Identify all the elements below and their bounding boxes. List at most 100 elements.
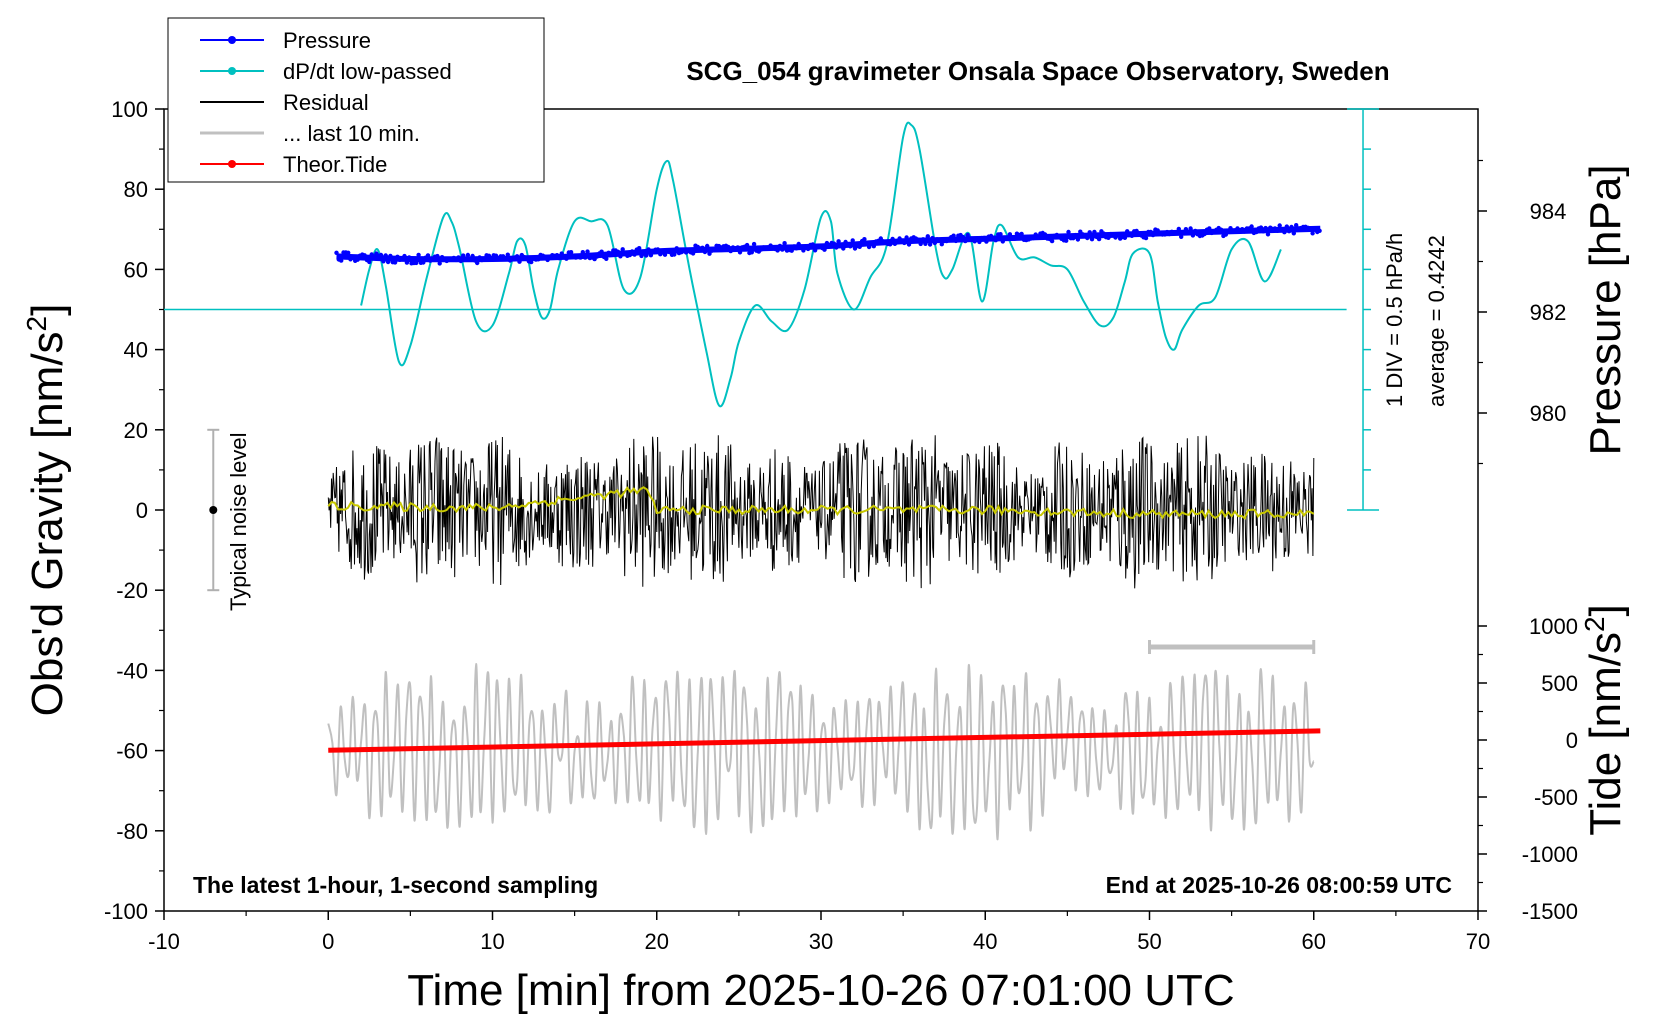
pressure-point <box>737 250 743 255</box>
residual-smoothed-line <box>327 486 1315 520</box>
legend-label: Residual <box>283 90 369 115</box>
pressure-point <box>789 248 794 253</box>
pressure-point <box>421 260 426 265</box>
pressure-point <box>648 253 654 258</box>
pressure-point <box>925 234 930 239</box>
pressure-point <box>1000 239 1005 244</box>
pressure-point <box>766 246 771 251</box>
pressure-point <box>1148 229 1153 235</box>
pressure-point <box>367 259 372 265</box>
tide-tick-label: -1000 <box>1522 842 1578 867</box>
dpdt-line <box>360 121 1282 408</box>
y-axis-gravity: -100 -80 -60 -40 -20 0 20 40 60 80 100 <box>104 97 164 924</box>
pressure-point <box>1073 232 1078 238</box>
pressure-point <box>1092 229 1097 235</box>
series-last-10-min <box>327 662 1315 841</box>
legend-label: dP/dt low-passed <box>283 59 452 84</box>
pressure-point <box>1223 232 1229 237</box>
x-tick-label: 60 <box>1302 929 1326 954</box>
pressure-point <box>416 252 421 258</box>
pressure-point <box>712 247 717 253</box>
pressure-point <box>923 241 928 246</box>
pressure-point <box>1265 232 1271 237</box>
pressure-point <box>965 232 970 238</box>
pressure-point <box>848 244 853 249</box>
pressure-point <box>869 241 874 246</box>
pressure-point <box>637 246 642 251</box>
pressure-point <box>414 260 419 266</box>
pressure-point <box>1228 226 1233 231</box>
pressure-point <box>822 247 827 252</box>
pressure-point <box>1186 231 1191 236</box>
pressure-point <box>1049 238 1055 244</box>
pressure-point <box>1101 231 1106 236</box>
noise-level-bar <box>207 428 220 592</box>
pressure-point <box>1129 233 1135 238</box>
pressure-point <box>465 252 471 258</box>
pressure-point <box>578 255 583 260</box>
pressure-point <box>339 258 344 263</box>
pressure-point <box>505 252 510 257</box>
pressure-point <box>953 238 959 244</box>
pressure-point <box>1258 225 1264 230</box>
pressure-point <box>1310 231 1315 236</box>
pressure-point <box>517 259 522 264</box>
y-tick-label: 0 <box>136 498 148 523</box>
pressure-point <box>974 236 980 241</box>
pressure-point <box>1134 228 1139 234</box>
pressure-point <box>404 260 410 265</box>
y-tick-label: 100 <box>111 97 148 122</box>
pressure-point <box>1176 226 1182 232</box>
scale-bar-average: average = 0.4242 <box>1424 235 1449 407</box>
pressure-point <box>554 253 560 258</box>
pressure-point <box>728 248 733 254</box>
pressure-point <box>951 233 956 238</box>
pressure-point <box>1317 228 1322 233</box>
pressure-tick-label: 982 <box>1530 300 1567 325</box>
pressure-point <box>594 254 600 259</box>
pressure-point <box>425 253 431 258</box>
pressure-point <box>939 242 944 247</box>
pressure-point <box>1106 235 1111 240</box>
pressure-point <box>827 244 832 249</box>
legend-label: Theor.Tide <box>283 152 387 177</box>
pressure-point <box>482 256 487 261</box>
pressure-point <box>927 242 933 247</box>
y-tick-label: 60 <box>124 257 148 282</box>
x-tick-label: 10 <box>480 929 504 954</box>
pressure-point <box>437 261 442 266</box>
pressure-point <box>1012 236 1017 241</box>
y-tick-label: -80 <box>116 819 148 844</box>
y-tick-label: -60 <box>116 739 148 764</box>
x-tick-label: 50 <box>1137 929 1161 954</box>
pressure-point <box>700 245 705 250</box>
pressure-point <box>646 247 651 252</box>
pressure-point <box>1007 232 1013 237</box>
pressure-tick-label: 980 <box>1530 401 1567 426</box>
pressure-point <box>585 249 590 254</box>
pressure-point <box>918 241 923 247</box>
pressure-point <box>904 235 909 240</box>
pressure-point <box>702 249 708 255</box>
x-axis-label: Time [min] from 2025-10-26 07:01:00 UTC <box>407 966 1234 1015</box>
last-10-min-bar <box>1148 640 1316 654</box>
x-tick-label: 20 <box>645 929 669 954</box>
pressure-point <box>862 237 867 242</box>
pressure-point <box>801 248 806 253</box>
y-tick-label: -40 <box>116 658 148 683</box>
pressure-point <box>632 252 637 257</box>
pressure-point <box>503 257 508 262</box>
pressure-point <box>620 247 625 252</box>
pressure-point <box>841 246 846 251</box>
pressure-point <box>536 257 541 262</box>
pressure-point <box>805 246 811 252</box>
pressure-point <box>486 253 492 258</box>
pressure-point <box>618 254 623 259</box>
pressure-point <box>514 254 520 259</box>
pressure-point <box>690 251 696 256</box>
legend-marker <box>228 36 236 44</box>
x-axis: -10 0 10 20 30 40 50 60 70 <box>148 911 1490 954</box>
legend: Pressure dP/dt low-passed Residual ... last… <box>167 17 545 183</box>
pressure-point <box>1282 230 1287 235</box>
pressure-tick-label: 984 <box>1530 199 1567 224</box>
